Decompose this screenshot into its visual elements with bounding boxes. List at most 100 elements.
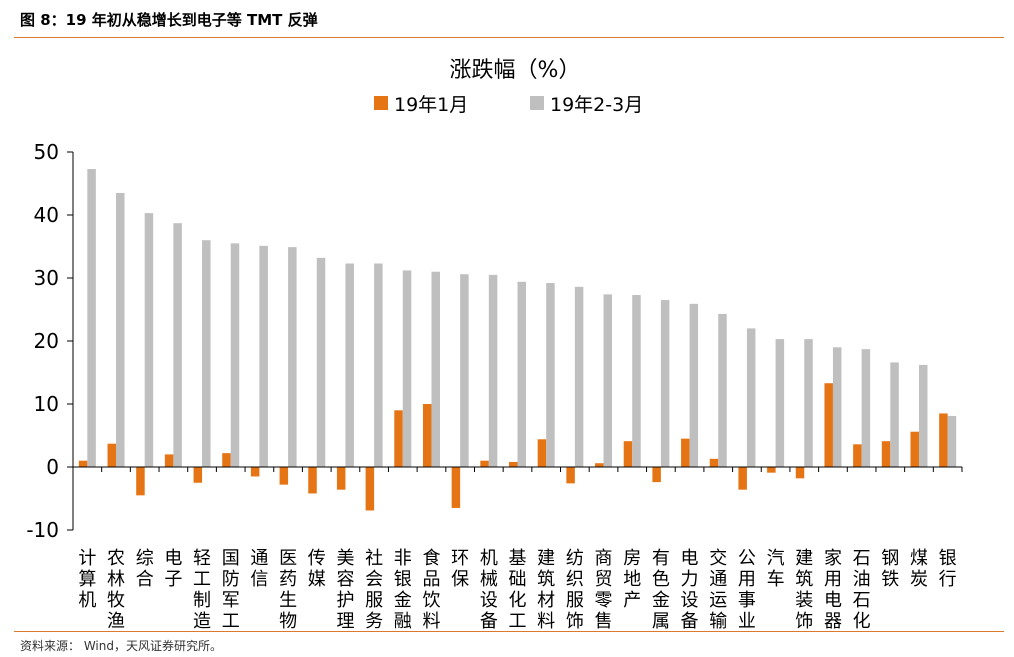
x-tick-label: 建筑装饰 — [795, 548, 813, 630]
bar-19年1月-电力设备 — [681, 438, 690, 467]
bar-19年1月-通信 — [250, 467, 260, 477]
bar-19年2-3月-医药生物 — [288, 247, 297, 467]
bar-19年1月-家用电器 — [824, 383, 833, 467]
y-tick-label: 50 — [34, 140, 59, 164]
bar-19年2-3月-国防军工 — [230, 243, 240, 467]
x-tick-label: 通信 — [250, 548, 268, 590]
bar-19年1月-有色金属 — [652, 467, 661, 483]
bar-19年2-3月-钢铁 — [890, 362, 899, 467]
x-tick-label: 计算机 — [78, 548, 96, 611]
bar-19年1月-煤炭 — [910, 431, 919, 467]
bar-19年2-3月-机械设备 — [488, 274, 498, 467]
x-tick-label: 非银金融 — [394, 548, 412, 630]
bar-19年1月-农林牧渔 — [107, 443, 117, 467]
y-tick-label: 0 — [46, 455, 59, 479]
bar-19年2-3月-建筑装饰 — [804, 339, 813, 467]
bar-19年2-3月-房地产 — [632, 295, 641, 467]
bar-19年1月-传媒 — [308, 467, 317, 494]
bar-19年1月-计算机 — [78, 460, 88, 467]
bar-19年2-3月-综合 — [144, 213, 154, 467]
bar-19年1月-环保 — [451, 467, 461, 508]
bar-19年2-3月-电力设备 — [689, 303, 699, 467]
x-tick-label: 轻工制造 — [193, 548, 211, 630]
bar-19年1月-食品饮料 — [422, 404, 432, 467]
bar-19年2-3月-社会服务 — [374, 263, 383, 467]
x-tick-label: 房地产 — [623, 548, 641, 611]
x-tick-label: 电子 — [164, 548, 182, 590]
x-tick-label: 环保 — [451, 548, 469, 590]
x-tick-label: 石油石化 — [853, 548, 871, 630]
x-tick-label: 纺织服饰 — [566, 548, 584, 630]
x-tick-label: 煤炭 — [910, 548, 928, 590]
bar-19年2-3月-轻工制造 — [202, 240, 211, 467]
bar-19年2-3月-煤炭 — [918, 364, 928, 467]
bar-19年2-3月-商贸零售 — [603, 294, 613, 467]
x-tick-label: 农林牧渔 — [107, 548, 125, 630]
legend-swatch-19年2-3月 — [530, 96, 544, 110]
bar-19年1月-基础化工 — [509, 461, 518, 467]
x-tick-label: 有色金属 — [652, 548, 670, 630]
bar-19年1月-纺织服饰 — [566, 467, 575, 484]
y-tick-label: 30 — [34, 266, 59, 290]
figure-title: 图 8：19 年初从稳增长到电子等 TMT 反弹 — [20, 11, 318, 29]
y-tick-label: 20 — [34, 329, 59, 353]
bar-19年1月-国防军工 — [222, 453, 231, 467]
bar-chart: 涨跌幅（%） 19年1月 19年2-3月 -10 0 10 20 30 40 50 计算机农… — [26, 58, 963, 630]
x-tick-label: 建筑材料 — [537, 548, 555, 630]
bar-19年2-3月-家用电器 — [832, 347, 842, 467]
bar-19年1月-公用事业 — [738, 467, 747, 490]
legend-swatch-19年1月 — [374, 96, 388, 110]
bar-19年2-3月-汽车 — [775, 339, 785, 467]
source-note: 资料来源： Wind，天风证券研究所。 — [20, 639, 222, 653]
top-divider — [14, 37, 1004, 38]
bar-19年2-3月-公用事业 — [746, 328, 756, 467]
bar-19年2-3月-美容护理 — [345, 263, 354, 467]
y-tick-label: 40 — [34, 203, 59, 227]
bar-19年1月-非银金融 — [394, 410, 403, 467]
legend-label-19年2-3月: 19年2-3月 — [550, 94, 643, 116]
x-tick-label: 交通运输 — [709, 548, 727, 630]
bar-19年1月-机械设备 — [480, 460, 489, 467]
bar-19年1月-社会服务 — [365, 467, 375, 511]
chart-title: 涨跌幅（%） — [450, 58, 581, 83]
x-tick-label: 综合 — [136, 548, 154, 590]
legend: 19年1月 19年2-3月 — [374, 94, 643, 116]
bar-19年2-3月-石油石化 — [861, 349, 871, 467]
x-tick-label: 银行 — [939, 548, 957, 590]
bar-19年2-3月-食品饮料 — [431, 271, 440, 467]
bar-19年2-3月-交通运输 — [718, 313, 727, 467]
bar-19年1月-交通运输 — [709, 458, 719, 467]
x-tick-label: 基础化工 — [509, 548, 527, 630]
bar-19年2-3月-通信 — [259, 245, 268, 467]
x-tick-label: 国防军工 — [222, 548, 240, 630]
bar-19年1月-电子 — [164, 454, 174, 467]
bar-19年2-3月-非银金融 — [402, 270, 412, 467]
x-tick-label: 美容护理 — [336, 548, 354, 630]
x-tick-label: 医药生物 — [279, 548, 297, 630]
bar-19年1月-石油石化 — [853, 444, 862, 467]
bar-19年1月-综合 — [136, 467, 145, 496]
bar-19年1月-商贸零售 — [595, 463, 604, 467]
x-tick-label: 公用事业 — [738, 548, 756, 630]
bar-19年1月-房地产 — [623, 441, 633, 467]
x-tick-label: 钢铁 — [881, 548, 899, 590]
bar-19年1月-建筑材料 — [537, 439, 547, 467]
legend-label-19年1月: 19年1月 — [394, 94, 468, 116]
x-axis: 计算机农林牧渔综合电子轻工制造国防军工通信医药生物传媒美容护理社会服务非银金融食… — [72, 466, 963, 630]
bar-19年2-3月-电子 — [173, 223, 182, 467]
x-tick-label: 电力设备 — [681, 548, 699, 630]
bar-19年1月-美容护理 — [336, 467, 346, 490]
bar-19年1月-钢铁 — [881, 441, 891, 467]
x-tick-label: 汽车 — [767, 548, 785, 590]
bar-19年1月-建筑装饰 — [795, 467, 805, 479]
bar-19年1月-轻工制造 — [193, 467, 203, 483]
x-tick-label: 商贸零售 — [595, 548, 613, 630]
x-tick-label: 家用电器 — [824, 548, 842, 630]
bar-19年2-3月-计算机 — [87, 169, 96, 467]
x-tick-label: 机械设备 — [480, 548, 498, 630]
x-tick-label: 传媒 — [308, 548, 326, 590]
bar-19年2-3月-传媒 — [316, 257, 326, 467]
bar-19年1月-汽车 — [767, 467, 776, 473]
bar-19年2-3月-建筑材料 — [546, 283, 555, 467]
bars — [78, 169, 957, 511]
